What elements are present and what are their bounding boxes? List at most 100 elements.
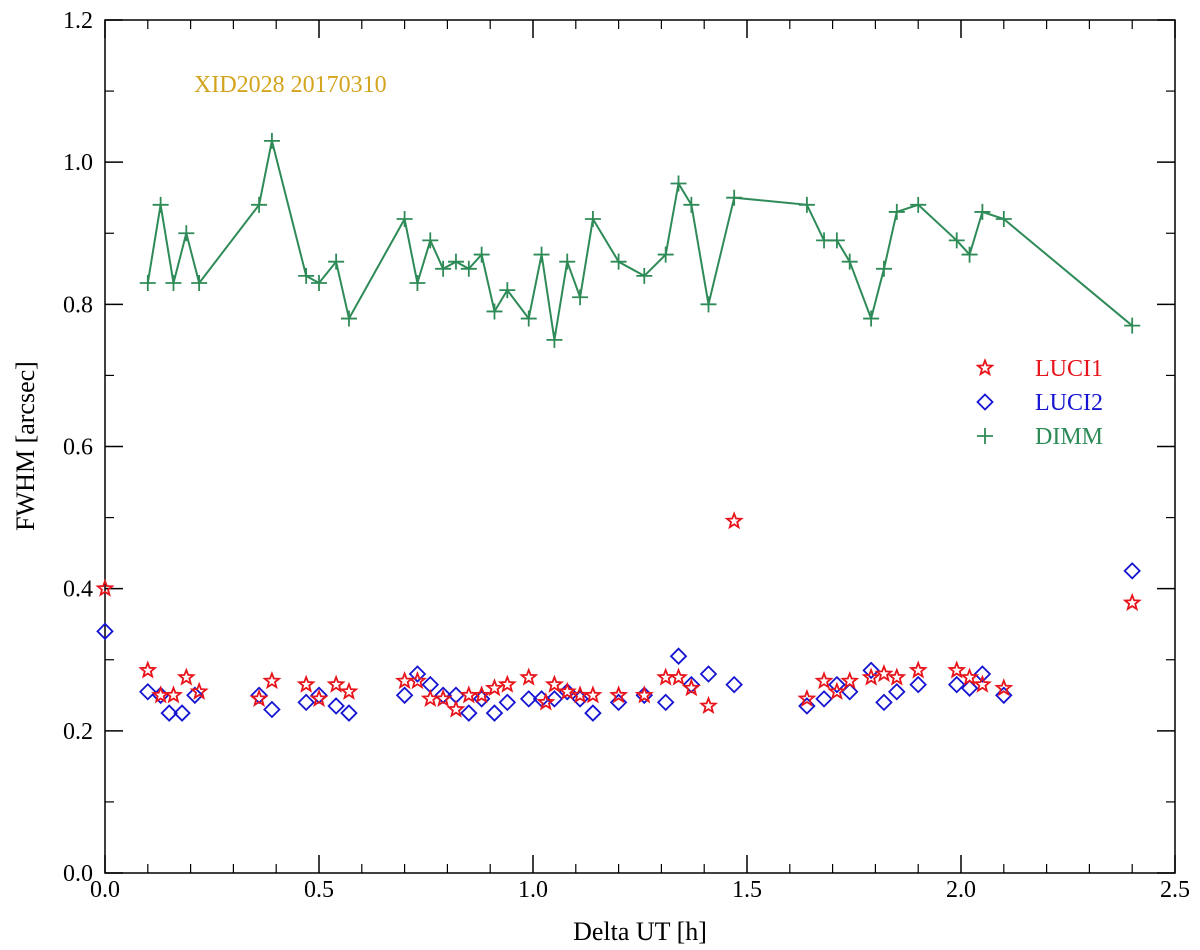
dimm-point <box>1124 317 1141 334</box>
luci1-point <box>698 695 719 715</box>
dimm-point <box>798 196 815 213</box>
dimm-point <box>409 275 426 292</box>
dimm-point <box>460 260 477 277</box>
luci2-point <box>1123 562 1141 580</box>
luci1-point <box>339 681 359 700</box>
y-tick-label: 0.8 <box>63 292 93 318</box>
legend-label-luci1: LUCI1 <box>1035 356 1103 382</box>
luci2-point <box>408 665 427 683</box>
y-tick-label: 0.4 <box>63 577 93 603</box>
dimm-point <box>726 189 743 206</box>
dimm-point <box>139 275 156 292</box>
x-tick-label: 1.5 <box>732 877 762 903</box>
x-tick-label: 2.5 <box>1160 877 1190 903</box>
luci2-point <box>96 622 114 641</box>
luci2-point <box>840 682 859 701</box>
dimm-point <box>700 296 717 313</box>
dimm-point <box>178 225 195 242</box>
legend-label-dimm: DIMM <box>1035 424 1103 450</box>
dimm-line <box>146 140 1133 341</box>
luci1-point <box>472 685 492 704</box>
luci1-point <box>151 685 171 704</box>
luci1-point <box>497 674 517 693</box>
dimm-point <box>165 275 182 292</box>
dimm-point <box>584 211 601 228</box>
luci2-point <box>160 704 178 722</box>
luci1-point <box>887 667 907 686</box>
luci2-point <box>460 704 478 722</box>
luci1-point <box>557 681 577 700</box>
legend-marker-luci1 <box>975 357 995 377</box>
dimm-point <box>546 331 563 348</box>
y-tick-label: 0.0 <box>63 861 93 887</box>
luci2-point <box>862 661 880 680</box>
luci2-point <box>656 693 675 712</box>
luci2-point <box>519 690 538 708</box>
luci1-point <box>484 678 505 697</box>
dimm-point <box>533 246 550 263</box>
luci1-point <box>1122 592 1142 611</box>
luci2-point <box>186 686 204 705</box>
luci1-point <box>814 671 834 690</box>
luci2-point <box>498 693 517 712</box>
luci1-point <box>634 685 654 704</box>
legend-marker-luci2 <box>976 393 994 411</box>
dimm-point <box>311 275 327 292</box>
dimm-point <box>486 303 503 320</box>
legend-label-luci2: LUCI2 <box>1035 390 1103 416</box>
luci1-point <box>407 671 427 690</box>
dimm-point <box>841 253 858 270</box>
luci1-point <box>908 660 928 679</box>
luci1-point <box>189 681 209 700</box>
legend-marker-dimm <box>977 428 993 444</box>
luci2-point <box>297 693 315 712</box>
luci1-point <box>947 660 967 679</box>
x-axis-label: Delta UT [h] <box>573 917 707 946</box>
luci2-point <box>960 679 979 697</box>
x-tick-label: 1.0 <box>518 877 548 903</box>
luci1-point <box>395 671 415 690</box>
luci2-point <box>327 697 345 715</box>
luci1-point <box>960 667 980 686</box>
series-luci2 <box>96 562 1141 722</box>
luci1-point <box>262 671 282 690</box>
series-luci1 <box>95 511 1142 718</box>
luci2-point <box>139 682 157 701</box>
dimm-point <box>657 246 674 263</box>
y-tick-label: 1.2 <box>63 8 93 34</box>
dimm-point <box>995 211 1012 228</box>
luci2-point <box>173 704 191 722</box>
dimm-point <box>610 253 627 270</box>
luci1-point <box>583 685 603 704</box>
luci1-point <box>296 674 316 693</box>
y-tick-label: 0.2 <box>63 719 93 745</box>
dimm-point <box>298 267 315 284</box>
luci1-point <box>519 667 539 686</box>
plot-frame <box>104 19 1176 874</box>
luci1-point <box>656 667 676 686</box>
dimm-point <box>559 253 576 270</box>
dimm-point <box>499 282 516 299</box>
x-tick-label: 2.0 <box>946 877 976 903</box>
luci1-point <box>827 681 847 700</box>
dimm-point <box>828 232 845 249</box>
luci1-point <box>420 688 440 707</box>
y-tick-label: 0.6 <box>63 435 93 461</box>
luci1-point <box>536 692 556 711</box>
luci2-point <box>609 693 628 712</box>
dimm-point <box>191 275 208 292</box>
luci1-point <box>433 688 453 707</box>
luci2-point <box>875 693 893 712</box>
dimm-point <box>152 196 169 213</box>
luci2-point <box>545 690 564 708</box>
luci1-point <box>326 674 346 693</box>
luci2-point <box>263 700 281 719</box>
luci1-point <box>446 699 466 718</box>
y-tick-label: 1.0 <box>63 150 93 176</box>
luci1-point <box>668 667 689 686</box>
axis-ticks <box>104 19 1176 874</box>
luci1-point <box>840 671 860 690</box>
dimm-point <box>572 289 589 306</box>
luci1-point <box>797 688 817 707</box>
